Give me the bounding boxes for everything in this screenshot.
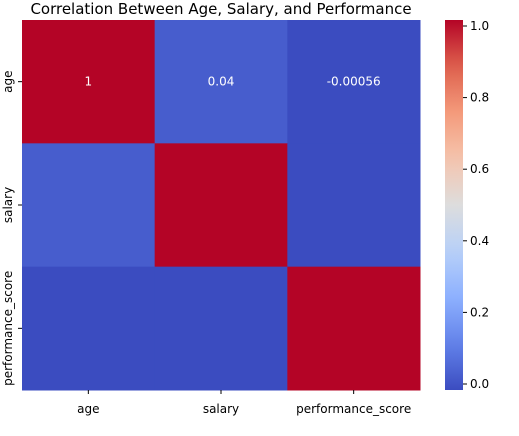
x-tick-label: performance_score (296, 402, 411, 416)
heatmap-cell-salary-performance_score (287, 143, 421, 268)
chart-title: Correlation Between Age, Salary, and Per… (30, 0, 411, 18)
heatmap-cell-performance_score-age (22, 266, 156, 391)
x-axis: age salary performance_score (77, 390, 411, 416)
heatmap-cell-performance_score-performance_score (287, 266, 421, 391)
y-axis: age salary performance_score (1, 70, 22, 386)
heatmap-cell-salary-salary (154, 143, 288, 268)
heatmap-cell-salary-age (22, 143, 156, 268)
x-tick-label: salary (203, 402, 239, 416)
cell-annotation: -0.00056 (327, 75, 381, 89)
heatmap-cell-age-performance_score (287, 20, 421, 144)
colorbar-tick-label: 0.6 (470, 162, 489, 176)
y-tick-label: salary (1, 187, 15, 223)
cell-annotation: 1 (85, 75, 93, 89)
heatmap-cell-age-salary (154, 20, 288, 144)
colorbar-tick-label: 0.4 (470, 234, 489, 248)
heatmap-cell-age-age (22, 20, 156, 144)
heatmap-cell-performance_score-salary (154, 266, 288, 391)
colorbar-tick-label: 0.8 (470, 91, 489, 105)
x-tick-label: age (77, 402, 99, 416)
cell-annotation: 0.04 (208, 75, 235, 89)
colorbar: 0.0 0.2 0.4 0.6 0.8 1.0 (445, 19, 489, 391)
y-tick-label: age (1, 70, 15, 92)
colorbar-tick-label: 0.0 (470, 377, 489, 391)
heatmap-cells: 1 0.04 -0.00056 (22, 20, 421, 391)
colorbar-gradient (445, 20, 463, 390)
colorbar-tick-label: 0.2 (470, 305, 489, 319)
y-tick-label: performance_score (1, 271, 15, 386)
colorbar-tick-label: 1.0 (470, 19, 489, 33)
